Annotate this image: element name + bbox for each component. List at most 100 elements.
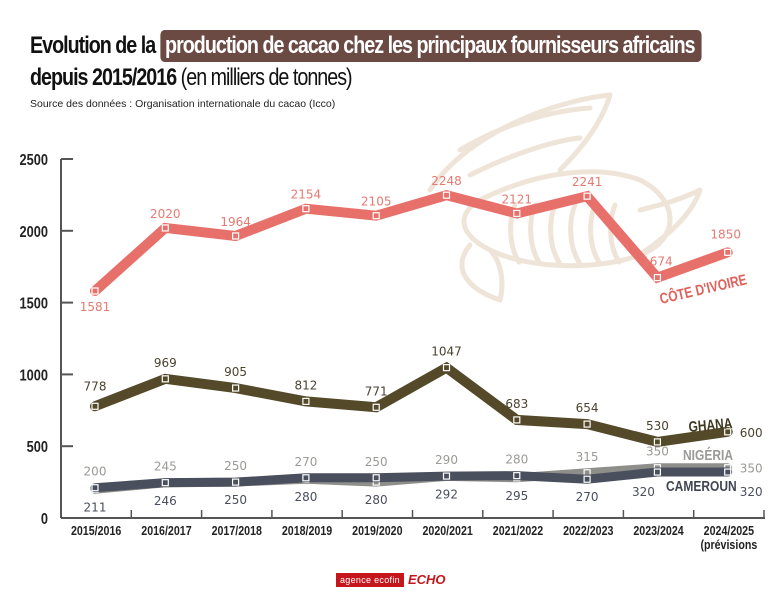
- data-label-ghana: 654: [576, 401, 599, 415]
- y-tick-label: 0: [41, 511, 48, 529]
- series-name-ghana: GHANA: [688, 415, 733, 435]
- title-line2-bold: depuis 2015/2016: [30, 64, 177, 91]
- x-tick-label: 2024/2025: [704, 523, 755, 538]
- data-label-cameroun: 280: [294, 490, 317, 504]
- series-name-cameroun: CAMEROUN: [666, 478, 737, 495]
- data-label-cameroun: 246: [154, 494, 177, 508]
- watermark-vein: [467, 135, 583, 178]
- data-point-cote_divoire: [583, 192, 591, 200]
- data-label-cameroun: 211: [84, 500, 107, 514]
- data-label-nigeria: 250: [365, 455, 388, 469]
- data-label-cameroun: 320: [632, 485, 655, 499]
- data-point-ghana: [161, 375, 169, 383]
- data-label-nigeria: 350: [646, 445, 669, 459]
- data-label-cameroun: 295: [505, 489, 528, 503]
- data-point-ghana: [232, 384, 240, 392]
- data-label-cameroun: 292: [435, 487, 458, 501]
- footer-logo: agence ecofin ECHO: [336, 572, 446, 587]
- watermark-seed: [608, 202, 622, 265]
- data-label-ghana: 771: [365, 384, 388, 398]
- data-label-nigeria: 270: [294, 455, 317, 469]
- chart-title-line1: Evolution de la production de cacao chez…: [30, 30, 702, 62]
- data-label-cote-divoire: 1581: [80, 300, 111, 314]
- data-label-ghana: 969: [154, 356, 177, 370]
- data-point-cameroun: [724, 468, 732, 476]
- data-point-cote_divoire: [442, 191, 451, 199]
- data-point-cote_divoire: [161, 224, 169, 232]
- series-line-cote_divoire: [90, 190, 733, 296]
- data-label-ghana: 600: [740, 426, 763, 440]
- data-point-ghana: [372, 403, 380, 411]
- data-point-cameroun: [161, 479, 169, 487]
- series-group: [90, 190, 733, 494]
- y-tick-label: 2500: [20, 152, 48, 170]
- data-point-ghana: [653, 438, 662, 446]
- watermark-seed: [548, 202, 562, 265]
- echo-logo: ECHO: [407, 572, 446, 587]
- data-label-nigeria: 350: [740, 462, 763, 476]
- data-label-cote-divoire: 2241: [572, 175, 603, 189]
- data-point-cote_divoire: [302, 205, 310, 213]
- series-line-cameroun: [90, 467, 733, 493]
- data-point-cameroun: [653, 468, 662, 476]
- data-label-cameroun: 280: [365, 493, 388, 507]
- data-point-cote_divoire: [513, 209, 521, 218]
- data-label-cote-divoire: 2154: [291, 188, 322, 202]
- data-point-ghana: [583, 420, 591, 428]
- data-point-ghana: [302, 397, 310, 405]
- y-tick-label: 500: [27, 439, 48, 457]
- watermark-leaf: [427, 92, 613, 193]
- watermark-seed: [568, 202, 582, 265]
- data-label-nigeria: 280: [505, 453, 528, 467]
- data-point-cameroun: [583, 475, 591, 483]
- data-label-nigeria: 250: [224, 459, 247, 473]
- data-label-ghana: 905: [224, 365, 247, 379]
- title-highlight: production de cacao chez les principaux …: [160, 30, 702, 62]
- data-label-cote-divoire: 2248: [431, 174, 462, 188]
- source-note: Source des données : Organisation intern…: [30, 98, 336, 110]
- data-label-cameroun: 320: [740, 485, 763, 499]
- data-point-cameroun: [302, 474, 310, 482]
- series-name-nigeria: NIGÉRIA: [683, 447, 733, 464]
- y-tick-label: 2000: [20, 224, 48, 242]
- data-point-cameroun: [91, 484, 99, 492]
- data-label-ghana: 812: [294, 378, 317, 392]
- x-tick-label: 2022/2023: [563, 523, 614, 538]
- y-tick-label: 1000: [20, 367, 48, 385]
- data-point-ghana: [724, 428, 732, 436]
- data-point-cameroun: [442, 472, 451, 480]
- x-tick-label: 2020/2021: [422, 523, 473, 538]
- data-point-ghana: [442, 364, 451, 372]
- watermark-vein: [457, 105, 593, 153]
- data-label-cote-divoire: 1850: [710, 227, 741, 241]
- x-tick-label: 2017/2018: [212, 523, 263, 538]
- x-tick-label: 2018/2019: [282, 523, 333, 538]
- data-point-cameroun: [513, 472, 521, 480]
- data-label-cameroun: 270: [576, 490, 599, 504]
- data-point-cote_divoire: [653, 274, 662, 282]
- data-label-cote-divoire: 2121: [502, 192, 533, 206]
- data-point-cote_divoire: [724, 248, 732, 256]
- watermark-leaf-low: [459, 242, 505, 303]
- x-tick-label: 2016/2017: [141, 523, 192, 538]
- data-point-ghana: [91, 402, 99, 410]
- title-prefix: Evolution de la: [30, 32, 156, 59]
- data-label-ghana: 683: [505, 397, 528, 411]
- axes: 0 500 1000 1500 2000 2500 2015/2016 2016/2017 20…: [20, 152, 765, 552]
- data-point-cote_divoire: [372, 212, 380, 220]
- data-label-nigeria: 315: [576, 450, 599, 464]
- data-label-ghana: 1047: [431, 345, 462, 359]
- data-point-cameroun: [372, 474, 380, 482]
- data-point-cote_divoire: [232, 232, 240, 240]
- data-label-cote-divoire: 2105: [361, 195, 392, 209]
- data-label-nigeria: 290: [435, 453, 458, 467]
- data-point-cameroun: [232, 478, 240, 486]
- x-tick-label: 2021/2022: [493, 523, 544, 538]
- x-tick-note: (prévisions: [700, 537, 757, 552]
- data-label-nigeria: 200: [84, 465, 107, 479]
- data-label-ghana: 778: [84, 379, 107, 393]
- data-label-cote-divoire: 2020: [150, 207, 181, 221]
- x-tick-label: 2019/2020: [352, 523, 403, 538]
- agency-logo: agence ecofin: [336, 572, 404, 587]
